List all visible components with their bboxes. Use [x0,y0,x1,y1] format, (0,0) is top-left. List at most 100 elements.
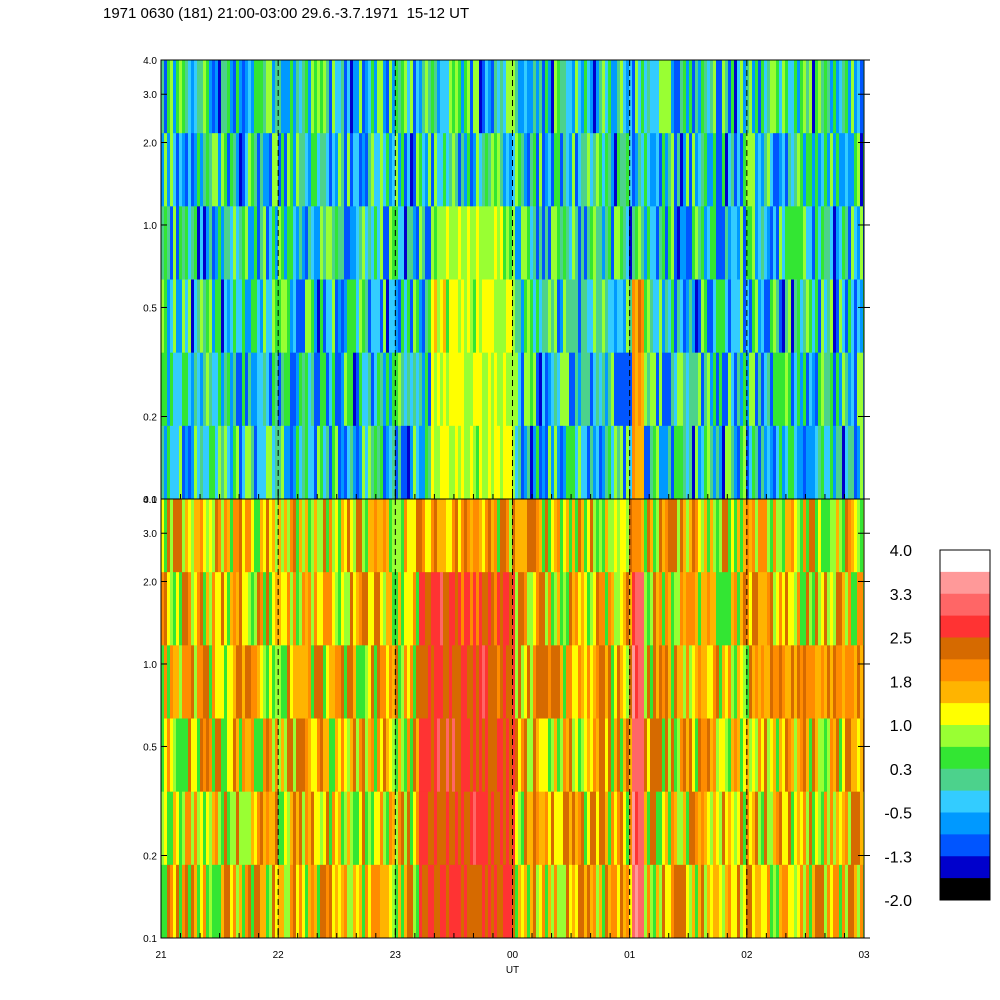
heatmap-cell [191,133,194,207]
page-title: 1971 0630 (181) 21:00-03:00 29.6.-3.7.19… [103,5,470,22]
heatmap-cell [233,60,236,134]
heatmap-cell [191,791,194,866]
heatmap-cell [224,425,227,499]
heatmap-cell [572,206,575,280]
heatmap-cell [617,279,620,354]
heatmap-cell [827,572,830,646]
heatmap-cell [260,864,263,938]
heatmap-cell [629,499,632,573]
heatmap-cell [431,133,434,207]
heatmap-cell [278,60,281,134]
heatmap-cell [782,572,785,646]
heatmap-cell [386,499,389,573]
heatmap-cell [443,572,446,646]
heatmap-cell [266,279,269,354]
heatmap-cell [605,352,608,427]
heatmap-cell [356,206,359,280]
heatmap-cell [833,718,836,793]
heatmap-cell [839,499,842,573]
heatmap-cell [335,60,338,134]
heatmap-cell [437,572,440,646]
heatmap-cell [284,133,287,207]
colorbar-label: 1.0 [890,718,912,735]
heatmap-cell [299,206,302,280]
heatmap-cell [554,352,557,427]
heatmap-cell [704,60,707,134]
heatmap-cell [764,425,767,499]
heatmap-cell [635,206,638,280]
heatmap-cell [434,718,437,793]
heatmap-cell [404,864,407,938]
heatmap-cell [248,645,251,719]
heatmap-cell [383,791,386,866]
heatmap-cell [305,572,308,646]
heatmap-cell [728,133,731,207]
heatmap-cell [461,279,464,354]
heatmap-cell [185,279,188,354]
heatmap-cell [683,352,686,427]
heatmap-cell [842,718,845,793]
heatmap-cell [794,279,797,354]
heatmap-cell [623,425,626,499]
heatmap-cell [710,133,713,207]
heatmap-cell [347,60,350,134]
heatmap-cell [227,60,230,134]
heatmap-cell [377,60,380,134]
heatmap-cell [707,499,710,573]
heatmap-cell [242,352,245,427]
heatmap-cell [326,352,329,427]
heatmap-cell [713,645,716,719]
heatmap-cell [266,352,269,427]
heatmap-cell [770,425,773,499]
heatmap-cell [764,133,767,207]
heatmap-cell [659,279,662,354]
heatmap-cell [245,864,248,938]
heatmap-cell [236,791,239,866]
heatmap-cell [542,864,545,938]
heatmap-cell [260,206,263,280]
bottom-ytick-label: 3.0 [143,529,157,540]
heatmap-cell [428,572,431,646]
heatmap-cell [170,864,173,938]
heatmap-cell [731,206,734,280]
heatmap-cell [815,572,818,646]
heatmap-cell [773,572,776,646]
heatmap-cell [524,133,527,207]
heatmap-cell [827,206,830,280]
bottom-ytick-label: 0.1 [143,934,157,945]
heatmap-cell [626,352,629,427]
heatmap-cell [317,60,320,134]
heatmap-cell [677,864,680,938]
heatmap-cell [605,645,608,719]
heatmap-cell [389,718,392,793]
heatmap-cell [191,499,194,573]
heatmap-cell [635,572,638,646]
heatmap-cell [824,572,827,646]
heatmap-cell [353,279,356,354]
heatmap-cell [539,718,542,793]
heatmap-cell [830,133,833,207]
heatmap-cell [434,279,437,354]
heatmap-cell [758,279,761,354]
heatmap-cell [317,279,320,354]
heatmap-cell [179,206,182,280]
heatmap-cell [728,425,731,499]
heatmap-cell [773,864,776,938]
heatmap-cell [326,572,329,646]
heatmap-cell [590,206,593,280]
heatmap-cell [785,425,788,499]
heatmap-cell [326,499,329,573]
heatmap-cell [299,645,302,719]
heatmap-cell [752,352,755,427]
heatmap-cell [803,718,806,793]
heatmap-cell [809,499,812,573]
heatmap-cell [194,572,197,646]
heatmap-cell [836,425,839,499]
heatmap-cell [617,499,620,573]
heatmap-cell [383,864,386,938]
heatmap-cell [494,425,497,499]
heatmap-cell [497,864,500,938]
heatmap-cell [410,864,413,938]
heatmap-cell [257,352,260,427]
heatmap-cell [200,279,203,354]
